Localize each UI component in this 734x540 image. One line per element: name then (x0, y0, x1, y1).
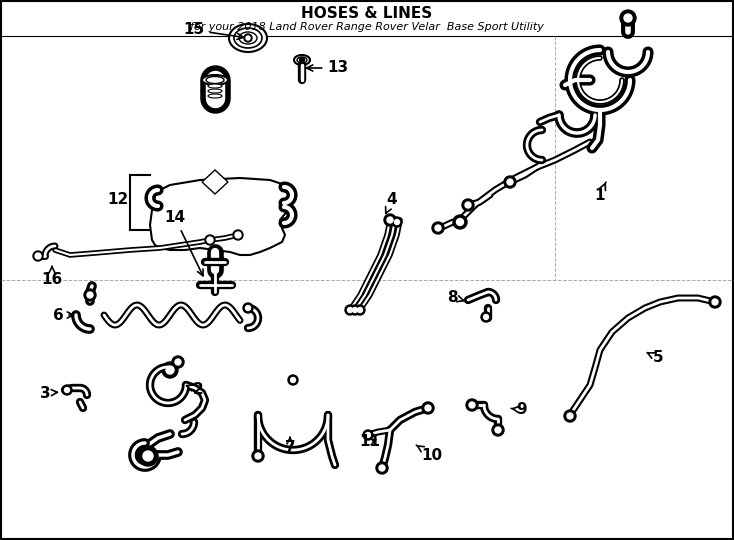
Circle shape (712, 299, 718, 305)
Circle shape (709, 296, 721, 308)
Circle shape (384, 214, 396, 226)
Circle shape (205, 235, 215, 245)
Circle shape (457, 219, 463, 226)
Circle shape (350, 305, 360, 315)
Ellipse shape (208, 84, 222, 88)
Circle shape (355, 305, 365, 315)
Ellipse shape (239, 32, 257, 44)
Circle shape (453, 215, 467, 229)
Circle shape (620, 10, 636, 26)
Circle shape (387, 217, 393, 223)
Circle shape (138, 446, 158, 466)
Text: 1: 1 (595, 182, 606, 202)
Ellipse shape (234, 28, 262, 48)
Circle shape (245, 306, 250, 310)
Circle shape (435, 225, 441, 231)
Circle shape (243, 303, 253, 313)
Text: 13: 13 (307, 60, 349, 76)
Circle shape (379, 465, 385, 471)
Ellipse shape (208, 89, 222, 93)
Text: 10: 10 (416, 445, 443, 462)
Ellipse shape (294, 55, 310, 65)
Circle shape (394, 219, 399, 225)
Circle shape (87, 292, 93, 298)
Circle shape (492, 424, 504, 436)
Text: 16: 16 (41, 266, 62, 287)
Text: 15: 15 (184, 23, 244, 39)
Text: 6: 6 (53, 307, 73, 322)
Circle shape (465, 202, 471, 208)
Circle shape (233, 230, 243, 240)
Circle shape (33, 251, 43, 261)
Circle shape (469, 402, 475, 408)
Circle shape (65, 388, 70, 393)
Circle shape (175, 359, 181, 365)
Circle shape (425, 405, 431, 411)
Circle shape (172, 356, 184, 368)
Circle shape (255, 453, 261, 459)
Ellipse shape (297, 57, 307, 63)
Circle shape (291, 377, 296, 382)
Circle shape (345, 305, 355, 315)
Text: 9: 9 (511, 402, 527, 417)
Circle shape (84, 289, 96, 301)
Circle shape (246, 36, 250, 40)
Circle shape (484, 314, 489, 320)
Ellipse shape (208, 94, 222, 98)
Text: 3: 3 (40, 386, 57, 401)
Ellipse shape (229, 24, 267, 52)
Text: 14: 14 (164, 211, 203, 276)
Text: HOSES & LINES: HOSES & LINES (302, 6, 432, 22)
Text: 11: 11 (360, 435, 380, 449)
Circle shape (376, 462, 388, 474)
Circle shape (504, 176, 516, 188)
Circle shape (567, 413, 573, 419)
Circle shape (288, 375, 298, 385)
Circle shape (432, 222, 444, 234)
Circle shape (207, 237, 213, 243)
Circle shape (347, 307, 352, 313)
Circle shape (235, 232, 241, 238)
Text: 12: 12 (107, 192, 128, 207)
Text: 8: 8 (447, 289, 464, 305)
Ellipse shape (202, 75, 228, 85)
Text: 2: 2 (186, 382, 203, 397)
Circle shape (462, 199, 474, 211)
Circle shape (507, 179, 513, 185)
Circle shape (244, 34, 252, 42)
Circle shape (162, 362, 178, 378)
Circle shape (392, 217, 402, 227)
Circle shape (299, 57, 305, 63)
Circle shape (366, 433, 371, 437)
Circle shape (62, 385, 72, 395)
Circle shape (35, 253, 41, 259)
Circle shape (357, 307, 363, 313)
Circle shape (495, 427, 501, 433)
Text: 5: 5 (647, 350, 664, 366)
Circle shape (422, 402, 434, 414)
Polygon shape (150, 178, 292, 255)
Circle shape (624, 14, 632, 22)
Polygon shape (202, 170, 228, 194)
Text: 4: 4 (385, 192, 397, 213)
Circle shape (252, 450, 264, 462)
Circle shape (481, 312, 491, 322)
Circle shape (143, 451, 153, 461)
Ellipse shape (206, 77, 224, 84)
Circle shape (564, 410, 576, 422)
Circle shape (352, 307, 357, 313)
Circle shape (363, 430, 373, 440)
Text: for your 2018 Land Rover Range Rover Velar  Base Sport Utility: for your 2018 Land Rover Range Rover Vel… (190, 22, 544, 32)
Circle shape (466, 399, 478, 411)
Circle shape (166, 366, 174, 374)
Text: 7: 7 (285, 437, 295, 456)
